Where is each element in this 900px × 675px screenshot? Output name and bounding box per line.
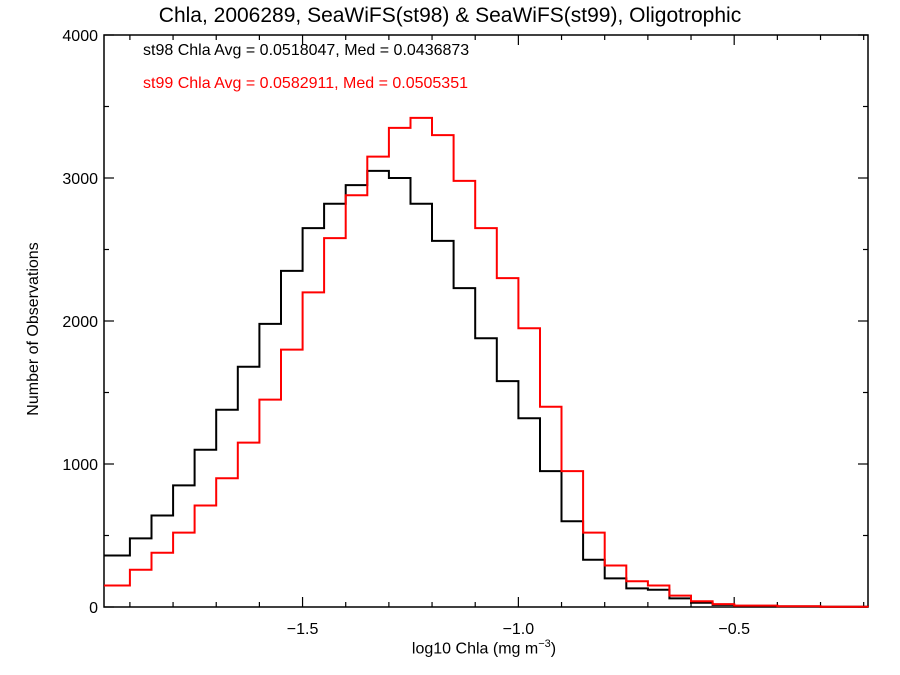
- x-axis-label-end: ): [550, 640, 557, 658]
- series-layer: [104, 116, 869, 608]
- x-axis-label: log10 Chla (mg m−3): [0, 638, 900, 658]
- plot-frame: [103, 34, 869, 608]
- chart-title: Chla, 2006289, SeaWiFS(st98) & SeaWiFS(s…: [158, 4, 742, 27]
- x-axis-label-superscript: −3: [538, 638, 551, 650]
- st99-stats-annotation: st99 Chla Avg = 0.0582911, Med = 0.05053…: [143, 75, 468, 92]
- x-tick-label: −1.0: [503, 621, 535, 638]
- st98-stats-annotation: st98 Chla Avg = 0.0518047, Med = 0.04368…: [143, 42, 470, 59]
- x-tick-label: −0.5: [718, 621, 750, 638]
- series-0-histogram-line: [104, 169, 869, 608]
- axis-tick-labels: −1.5 −1.0 −0.5 0 1000 2000 3000 4000: [62, 28, 750, 638]
- y-tick-label: 3000: [62, 171, 98, 188]
- y-tick-label: 1000: [62, 457, 98, 474]
- y-tick-label: 4000: [62, 28, 98, 45]
- axis-ticks: [104, 34, 868, 608]
- y-tick-label: 0: [89, 600, 98, 617]
- x-tick-label: −1.5: [287, 621, 319, 638]
- series-1-histogram-line: [104, 116, 869, 608]
- x-axis-label-text: log10 Chla (mg m: [411, 640, 539, 658]
- y-tick-label: 2000: [62, 314, 98, 331]
- y-axis-label: Number of Observations: [25, 242, 42, 416]
